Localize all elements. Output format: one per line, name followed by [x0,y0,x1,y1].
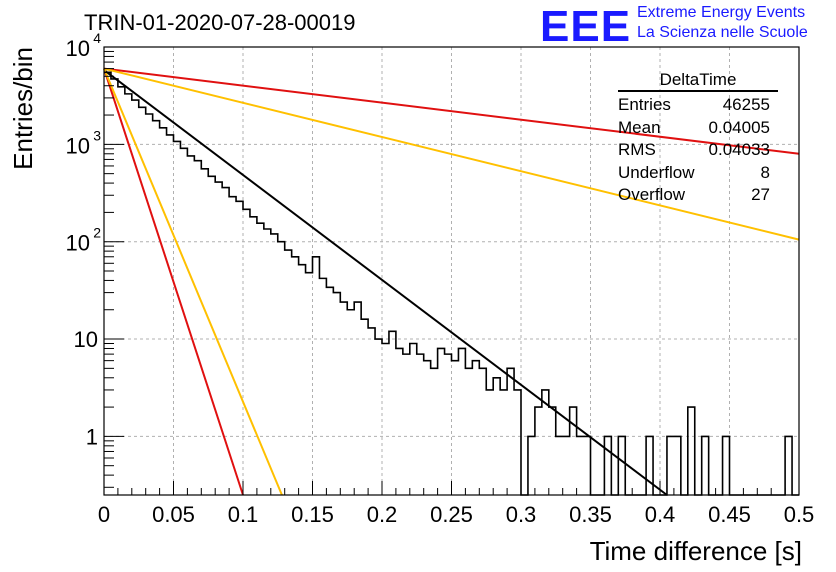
org-name-line2: La Scienza nelle Scuole [637,24,808,41]
eee-logo: EEE [540,2,632,51]
stats-value: 8 [760,162,770,182]
y-tick-label: 10 [66,231,90,256]
stats-label: Entries [618,95,671,114]
y-axis-label: Entries/bin [8,47,38,170]
x-axis-label: Time difference [s] [590,536,802,566]
x-tick-label: 0.25 [430,502,473,527]
fit-line [103,67,800,155]
stats-value: 46255 [722,95,770,114]
y-tick-label: 10 [66,133,90,158]
stats-box: DeltaTime Entries 46255 Mean 0.04005 RMS 0.… [612,70,780,207]
stats-row: Overflow 27 [612,184,780,207]
y-tick-exponent: 2 [93,225,101,241]
y-tick-label: 10 [74,327,98,352]
x-tick-label: 0.3 [506,502,537,527]
x-tick-label: 0.45 [708,502,751,527]
x-tick-label: 0.1 [228,502,259,527]
stats-title: DeltaTime [618,70,778,92]
x-tick-label: 0.4 [645,502,676,527]
fit-curves [103,67,800,496]
fit-line [103,68,244,496]
fit-line [103,68,283,496]
fit-line [103,69,668,496]
stats-label: Mean [618,117,661,137]
plot-title: TRIN-01-2020-07-28-00019 [84,10,356,35]
stats-value: 0.04033 [708,140,770,159]
stats-value: 0.04005 [708,117,770,137]
x-tick-label: 0.5 [784,502,815,527]
x-tick-label: 0.2 [367,502,398,527]
x-tick-label: 0 [98,502,110,527]
y-tick-exponent: 3 [93,127,101,143]
stats-row: Entries 46255 [612,94,780,117]
stats-row: RMS 0.04033 [612,139,780,162]
axis-ticks: 0 0.05 0.1 0.15 0.2 0.25 0.3 0.35 0.4 0.45 0.5 1 10 1… [66,30,815,527]
stats-row: Underflow 8 [612,162,780,185]
stats-label: RMS [618,140,656,159]
y-tick-exponent: 4 [93,30,101,46]
x-tick-label: 0.35 [569,502,612,527]
x-tick-label: 0.15 [291,502,334,527]
stats-row: Mean 0.04005 [612,117,780,140]
y-tick-label: 10 [66,36,90,61]
stats-label: Underflow [618,162,695,182]
x-tick-label: 0.05 [152,502,195,527]
y-tick-label: 1 [86,424,98,449]
stats-label: Overflow [618,185,686,204]
org-name-line1: Extreme Energy Events [637,4,806,21]
grid-lines [104,47,799,495]
fit-line [103,67,800,241]
stats-value: 27 [751,185,770,204]
